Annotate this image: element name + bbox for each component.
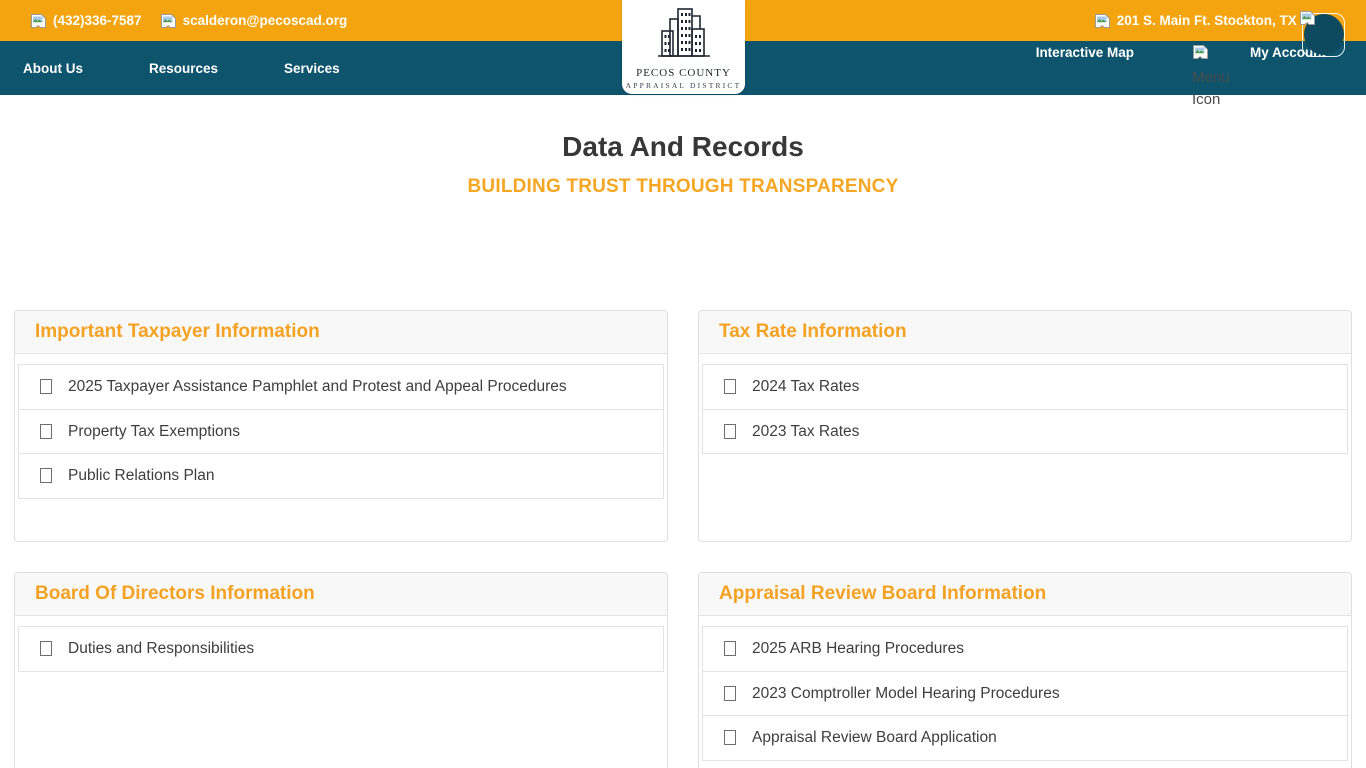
broken-image-icon <box>1094 13 1111 29</box>
document-glyph-icon <box>724 423 736 439</box>
list-item-label: Appraisal Review Board Application <box>752 729 997 746</box>
nav-about-us[interactable]: About Us <box>23 60 83 76</box>
document-glyph-icon <box>40 379 52 394</box>
panel-title: Tax Rate Information <box>719 321 907 342</box>
nav-services[interactable]: Services <box>284 60 340 76</box>
logo-name-line1: PECOS COUNTY <box>636 67 731 79</box>
email-address: scalderon@pecoscad.org <box>182 13 348 28</box>
page-title: Data And Records <box>562 131 804 162</box>
list-item-link[interactable]: 2023 Comptroller Model Hearing Procedure… <box>702 671 1348 716</box>
list-item-label: 2024 Tax Rates <box>752 378 860 395</box>
panel-header: Appraisal Review Board Information <box>699 573 1351 616</box>
panel-title: Important Taxpayer Information <box>35 321 320 342</box>
document-glyph-icon <box>724 379 736 394</box>
phone-number: (432)336-7587 <box>53 13 142 28</box>
panel-list: 2025 Taxpayer Assistance Pamphlet and Pr… <box>18 364 664 499</box>
document-glyph-icon <box>724 730 736 745</box>
panel-header: Important Taxpayer Information <box>15 311 667 354</box>
list-item-link[interactable]: 2025 ARB Hearing Procedures <box>702 626 1348 672</box>
list-item-link[interactable]: 2023 Tax Rates <box>702 409 1348 454</box>
panel-header: Tax Rate Information <box>699 311 1351 354</box>
list-item-link[interactable]: 2024 Tax Rates <box>702 364 1348 410</box>
list-item-link[interactable]: Public Relations Plan <box>18 454 664 499</box>
list-item-label: Public Relations Plan <box>68 467 215 484</box>
document-glyph-icon <box>724 685 736 701</box>
menu-icon[interactable]: Menu Icon <box>1192 44 1248 111</box>
street-address: 201 S. Main Ft. Stockton, TX 7 <box>1116 13 1308 28</box>
list-item-label: 2023 Tax Rates <box>752 422 860 440</box>
accessibility-widget-button[interactable] <box>1299 10 1345 57</box>
broken-image-icon <box>30 13 47 29</box>
email-link[interactable]: scalderon@pecoscad.org <box>160 13 348 29</box>
site-logo[interactable]: PECOS COUNTY APPRAISAL DISTRICT <box>622 0 745 94</box>
document-glyph-icon <box>40 641 52 656</box>
panel-title: Appraisal Review Board Information <box>719 583 1047 604</box>
main-content: Data And Records BUILDING TRUST THROUGH … <box>0 131 1366 768</box>
panel-important-taxpayer-information: Important Taxpayer Information 2025 Taxp… <box>14 310 668 542</box>
panel-board-of-directors-information: Board Of Directors Information Duties an… <box>14 572 668 768</box>
panel-list: 2025 ARB Hearing Procedures 2023 Comptro… <box>702 626 1348 761</box>
list-item-label: Duties and Responsibilities <box>68 640 255 657</box>
document-glyph-icon <box>40 423 52 439</box>
list-item-link[interactable]: 2025 Taxpayer Assistance Pamphlet and Pr… <box>18 364 664 410</box>
nav-resources[interactable]: Resources <box>149 60 219 76</box>
panel-appraisal-review-board-information: Appraisal Review Board Information 2025 … <box>698 572 1352 768</box>
logo-name-line2: APPRAISAL DISTRICT <box>625 81 742 90</box>
list-item-link[interactable]: Property Tax Exemptions <box>18 409 664 454</box>
nav-interactive-map[interactable]: Interactive Map <box>1035 44 1134 60</box>
broken-image-icon <box>1192 44 1209 60</box>
page-subtitle: BUILDING TRUST THROUGH TRANSPARENCY <box>467 176 899 197</box>
list-item-label: 2025 Taxpayer Assistance Pamphlet and Pr… <box>68 378 567 395</box>
broken-image-icon <box>1299 10 1316 26</box>
buildings-icon <box>655 8 713 64</box>
list-item-label: 2023 Comptroller Model Hearing Procedure… <box>752 684 1060 702</box>
phone-link[interactable]: (432)336-7587 <box>30 13 142 29</box>
panel-tax-rate-information: Tax Rate Information 2024 Tax Rates 2023… <box>698 310 1352 542</box>
address-link[interactable]: 201 S. Main Ft. Stockton, TX 7 <box>1094 13 1308 29</box>
document-glyph-icon <box>724 641 736 656</box>
list-item-label: 2025 ARB Hearing Procedures <box>752 640 964 657</box>
menu-icon-alt-text: Menu Icon <box>1191 68 1230 108</box>
panel-list: Duties and Responsibilities <box>18 626 664 672</box>
panel-list: 2024 Tax Rates 2023 Tax Rates <box>702 364 1348 454</box>
list-item-link[interactable]: Appraisal Review Board Application <box>702 716 1348 761</box>
list-item-label: Property Tax Exemptions <box>68 422 241 440</box>
panel-header: Board Of Directors Information <box>15 573 667 616</box>
panels-grid: Important Taxpayer Information 2025 Taxp… <box>14 310 1352 768</box>
panel-title: Board Of Directors Information <box>35 583 315 604</box>
document-glyph-icon <box>40 468 52 483</box>
list-item-link[interactable]: Duties and Responsibilities <box>18 626 664 672</box>
broken-image-icon <box>160 13 177 29</box>
